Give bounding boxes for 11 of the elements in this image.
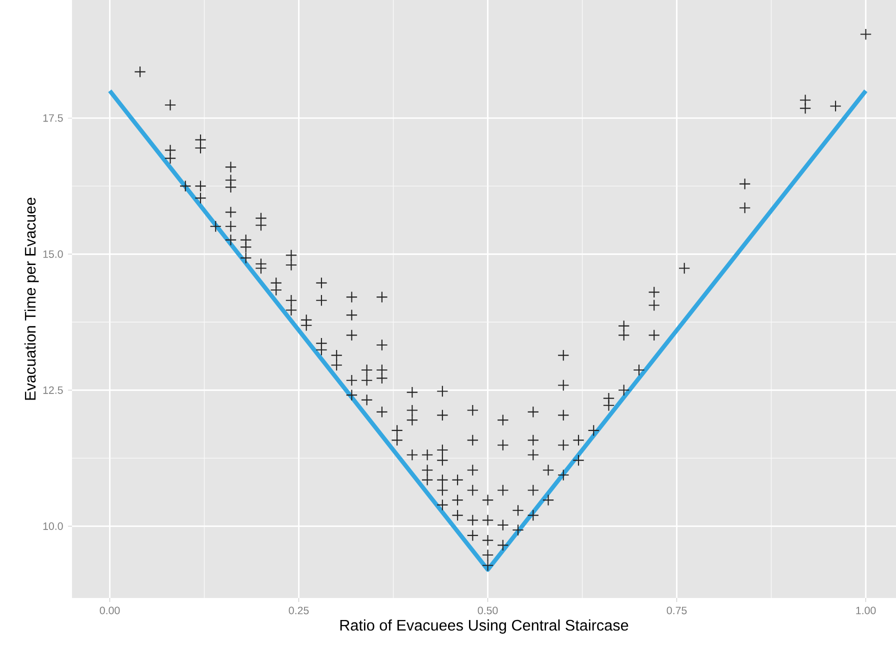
y-tick-label: 12.5 [43, 386, 63, 394]
x-tick-label: 0.75 [666, 606, 687, 614]
y-tick-label: 17.5 [43, 114, 63, 122]
x-tick-label: 0.25 [288, 606, 309, 614]
y-tick-label: 15.0 [43, 250, 63, 258]
x-tick-label: 0.00 [100, 606, 120, 614]
x-tick-label: 1.00 [856, 606, 876, 614]
y-axis-title: Evacuation Time per Evacuee [24, 198, 39, 400]
x-tick-label: 0.50 [478, 606, 498, 614]
y-tick-label: 10.0 [43, 522, 63, 530]
x-axis-title: Ratio of Evacuees Using Central Staircase [340, 619, 628, 634]
